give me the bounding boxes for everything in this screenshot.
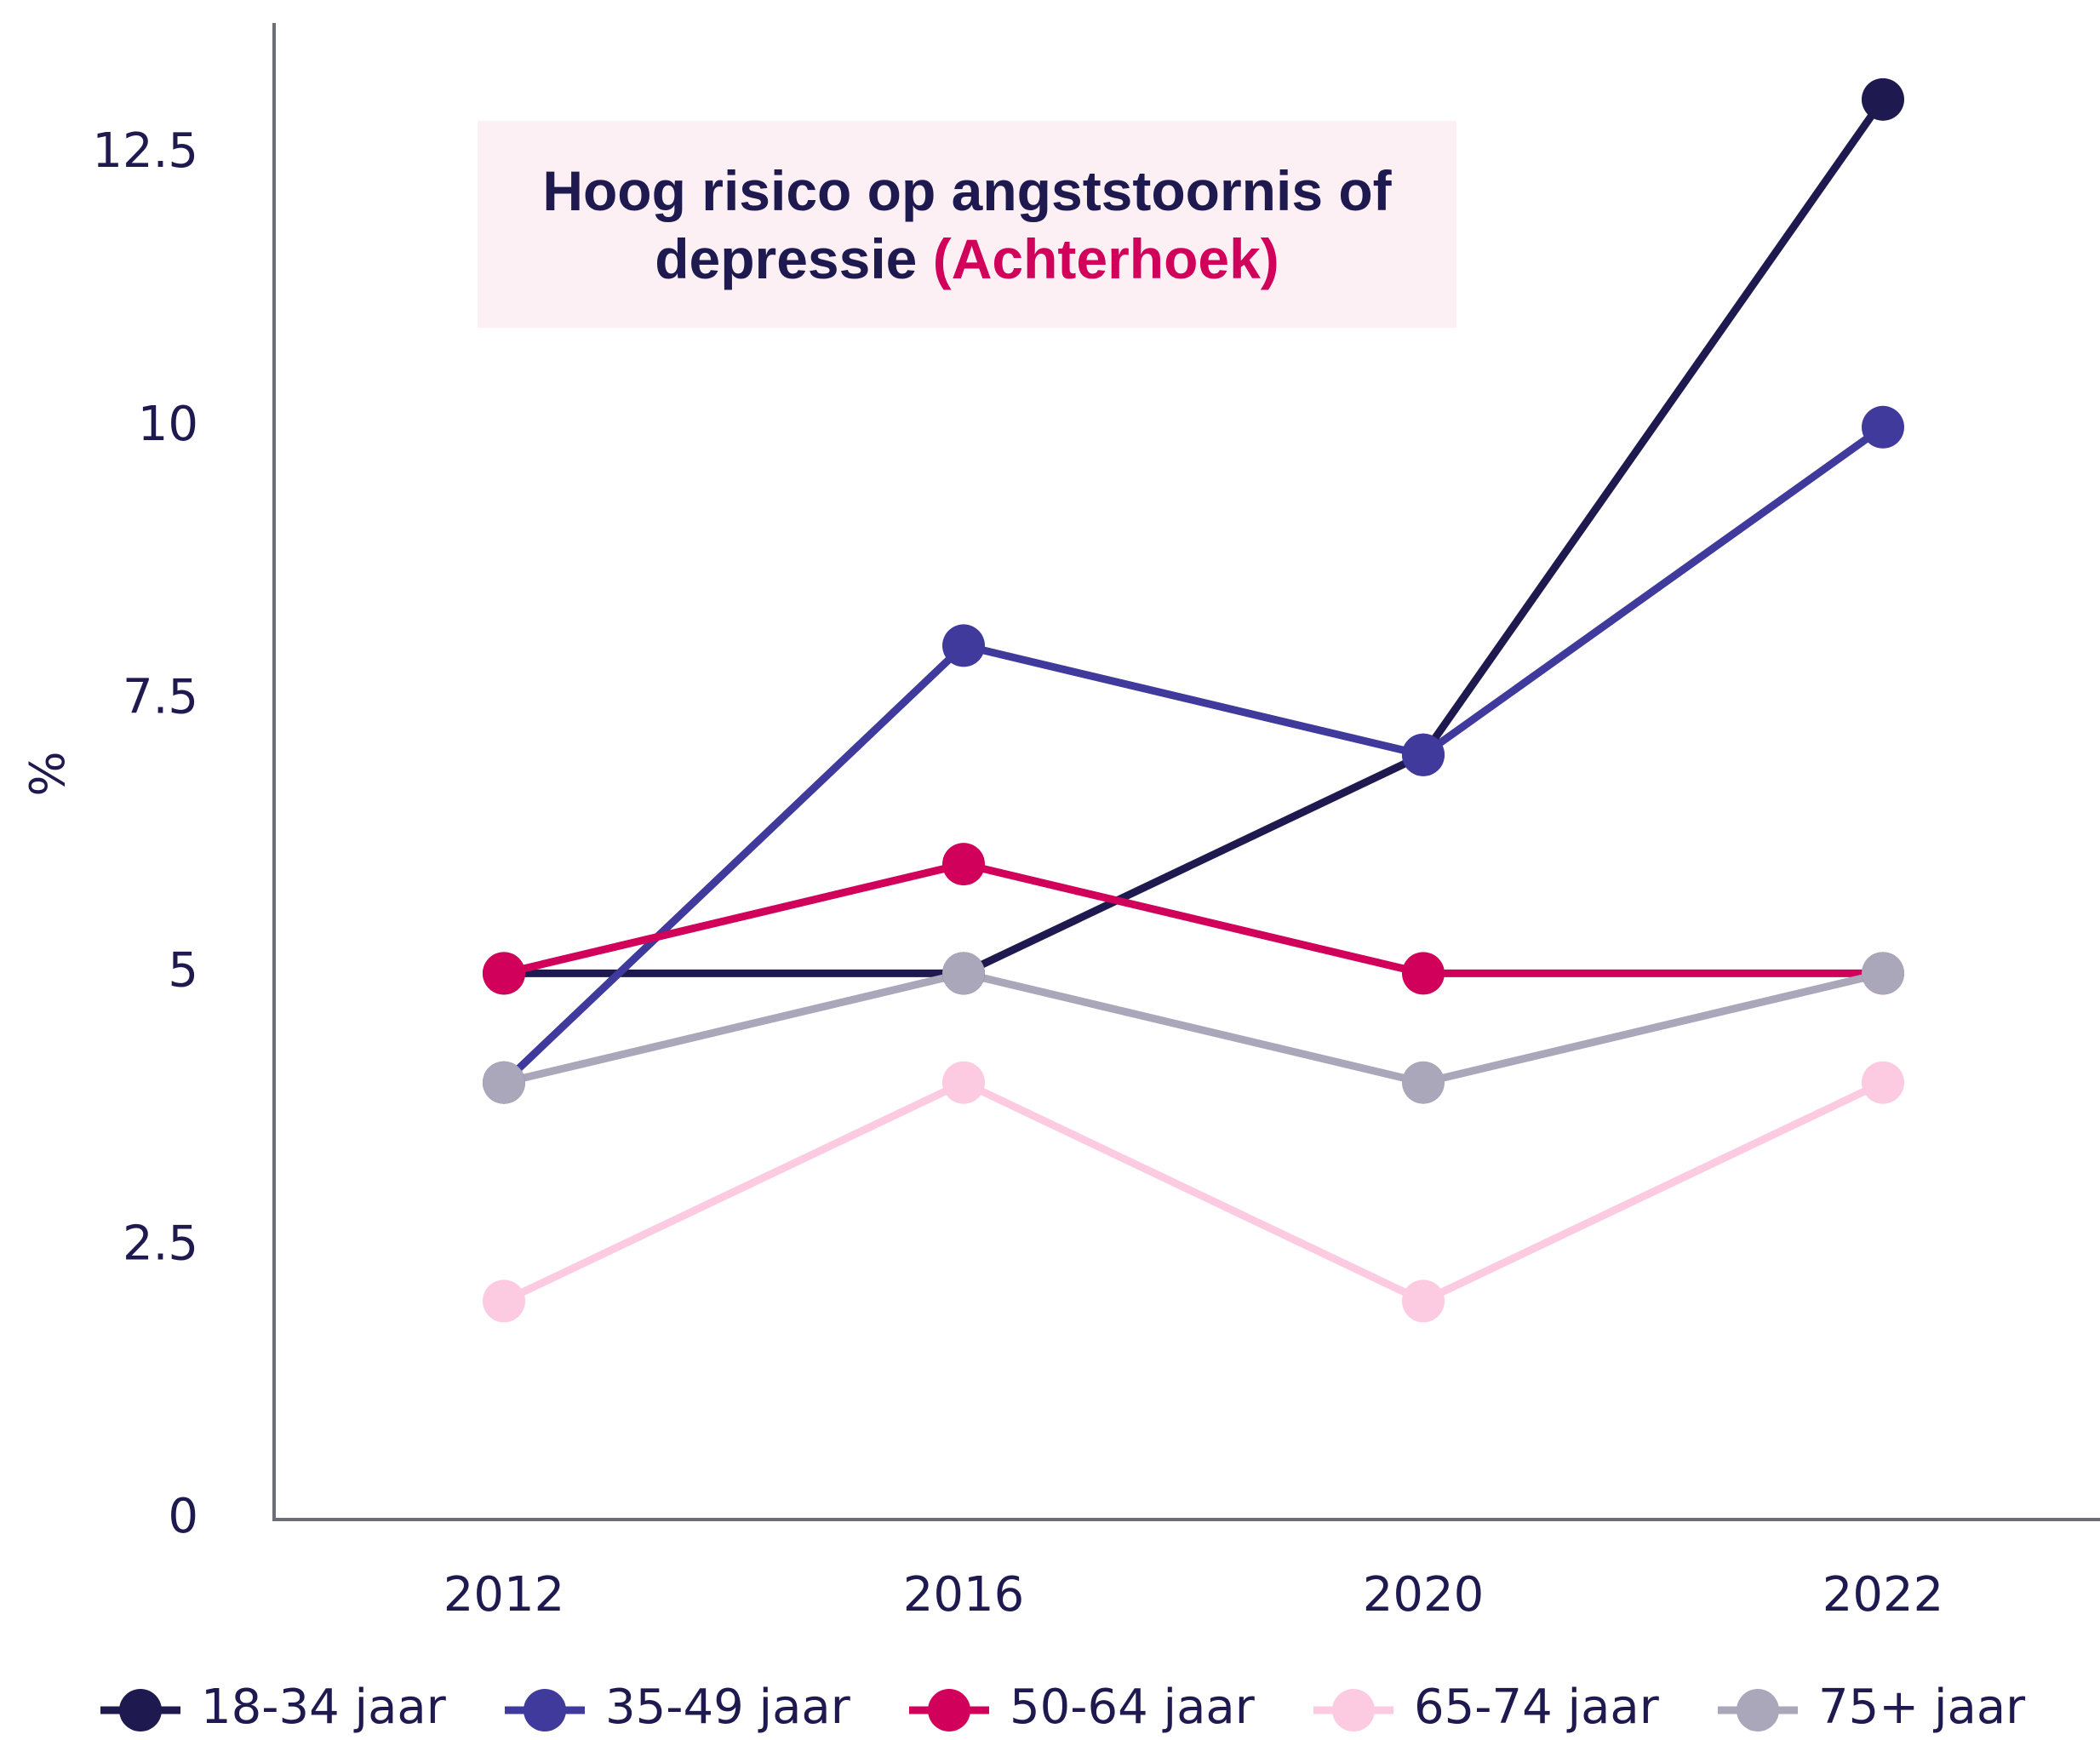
data-point — [942, 952, 985, 995]
legend-label: 65-74 jaar — [1414, 1680, 1660, 1735]
data-point — [942, 1061, 985, 1104]
legend-marker — [928, 1689, 970, 1731]
legend-label: 75+ jaar — [1818, 1680, 2026, 1735]
legend-label: 50-64 jaar — [1010, 1680, 1256, 1735]
legend-label: 18-34 jaar — [201, 1680, 447, 1735]
data-point — [1862, 1061, 1904, 1104]
legend-marker — [119, 1689, 162, 1731]
data-point — [1402, 952, 1445, 995]
legend-marker — [524, 1689, 566, 1731]
series-line — [501, 424, 1885, 1085]
data-point — [483, 1279, 525, 1323]
chart-title: Hoog risico op angststoornis of depressi… — [499, 157, 1435, 293]
data-point — [1402, 1061, 1445, 1104]
data-point — [483, 952, 525, 995]
x-tick-label: 2022 — [1822, 1567, 1944, 1623]
y-tick-label: 5 — [168, 943, 198, 999]
x-tick-label: 2012 — [443, 1567, 565, 1623]
series-line — [502, 860, 1883, 977]
y-tick-label: 12.5 — [92, 123, 198, 179]
legend-label: 35-49 jaar — [605, 1680, 851, 1735]
y-axis-label: % — [20, 751, 76, 796]
data-point — [1402, 1279, 1445, 1323]
series-line — [502, 1079, 1885, 1305]
data-point — [942, 843, 985, 886]
title-highlight: (Achterhoek) — [932, 226, 1279, 290]
y-tick-label: 10 — [138, 397, 198, 452]
legend-marker — [1737, 1689, 1779, 1731]
legend-marker — [1332, 1689, 1375, 1731]
series-line — [502, 969, 1885, 1087]
y-tick-label: 0 — [168, 1489, 198, 1544]
data-point — [942, 624, 985, 667]
data-point — [1862, 405, 1904, 449]
data-point — [483, 1061, 525, 1104]
y-tick-label: 7.5 — [123, 670, 198, 725]
series-line — [504, 97, 1886, 977]
data-point — [1862, 952, 1904, 995]
y-tick-label: 2.5 — [123, 1216, 198, 1271]
data-point — [1862, 77, 1904, 121]
title-main: Hoog risico op angststoornis of depressi… — [542, 158, 1392, 290]
data-point — [1402, 733, 1445, 776]
x-tick-label: 2020 — [1363, 1567, 1485, 1623]
title-box: Hoog risico op angststoornis of depressi… — [478, 121, 1456, 328]
x-tick-label: 2016 — [903, 1567, 1025, 1623]
